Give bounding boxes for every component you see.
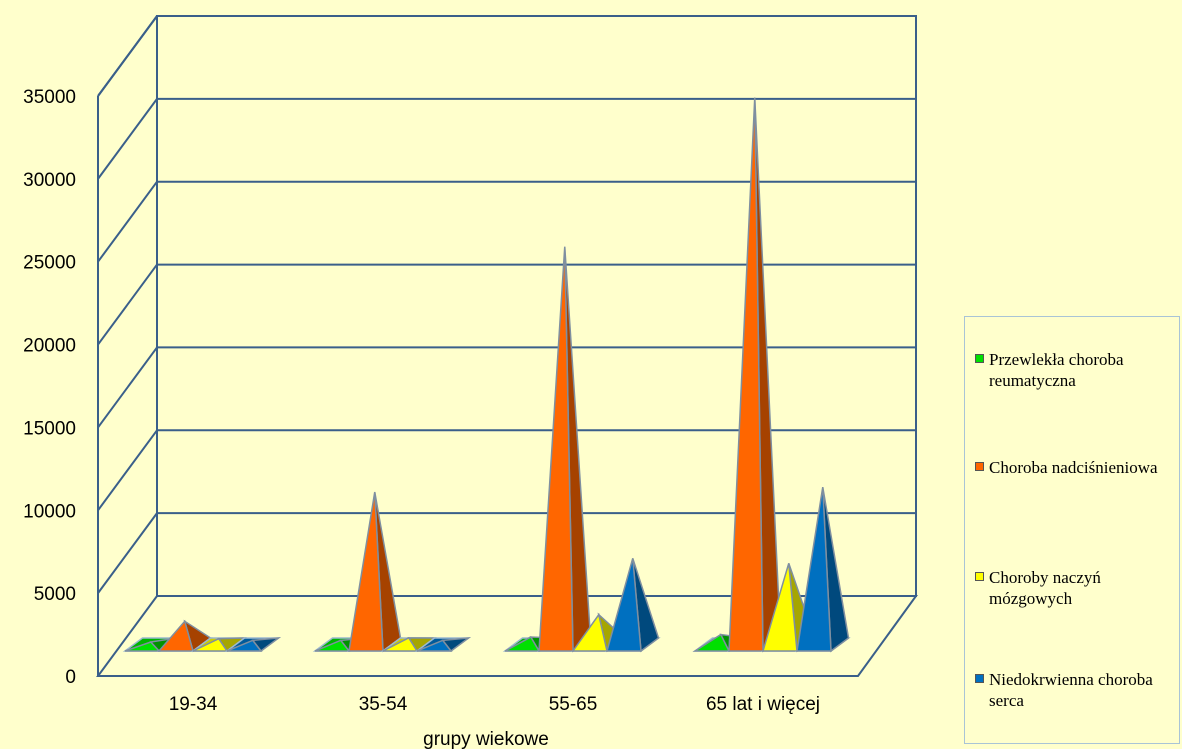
side-gridline: [97, 98, 158, 180]
pyramid-front-face: [692, 633, 731, 652]
y-tick-label: 5000: [34, 584, 76, 605]
chart-walls: [97, 15, 917, 676]
y-axis-ticks: 0 5000 10000 15000 20000 25000 30000 35000: [23, 87, 76, 688]
pyramid-front-face: [761, 563, 798, 652]
y-tick-label: 25000: [23, 253, 76, 274]
legend-item: Przewlekła choroba reumatyczna: [975, 349, 1180, 391]
side-gridline: [97, 15, 158, 97]
pyramid-front-face: [226, 639, 263, 652]
pyramid-front-face: [796, 486, 832, 652]
y-tick-label: 10000: [23, 501, 76, 522]
pyramid-bar: [346, 491, 403, 653]
pyramid-front-face: [382, 636, 419, 652]
y-tick-label: 20000: [23, 336, 76, 357]
pyramid-front-face: [606, 558, 642, 652]
legend-label: Choroba nadciśnieniowa: [989, 458, 1158, 477]
legend-item: Choroba nadciśnieniowa: [975, 457, 1180, 478]
legend: Przewlekła choroba reumatyczna Choroba na…: [964, 316, 1180, 744]
side-gridline: [97, 346, 158, 429]
pyramid-bar: [536, 246, 593, 653]
pyramid-bars: [122, 97, 851, 653]
y-tick-label: 30000: [23, 170, 76, 191]
pyramid-bar: [794, 486, 851, 653]
legend-item: Choroby naczyń mózgowych: [975, 567, 1180, 609]
chart-floor: [96, 595, 918, 677]
pyramid-front-face: [728, 97, 764, 652]
pyramid-front-face: [538, 246, 574, 652]
legend-swatch: [975, 354, 984, 363]
back-wall: [156, 15, 917, 597]
pyramid-bar: [414, 637, 472, 653]
x-tick-label: 35-54: [359, 694, 408, 715]
pyramid-bar: [224, 637, 282, 653]
pyramid-front-face: [348, 491, 384, 652]
pyramid-front-face: [416, 639, 453, 652]
legend-swatch: [975, 572, 984, 581]
y-tick-label: 15000: [23, 418, 76, 439]
floor-plane: [96, 595, 918, 677]
pyramid-front-face: [124, 641, 161, 652]
x-tick-label: 19-34: [169, 694, 218, 715]
side-gridline: [97, 181, 158, 263]
legend-swatch: [975, 674, 984, 683]
side-gridline: [97, 429, 158, 511]
pyramid-bar: [190, 637, 247, 653]
y-tick-label: 0: [65, 667, 76, 688]
x-axis-title: grupy wiekowe: [423, 729, 549, 749]
side-gridline: [97, 512, 158, 594]
pyramid-bar: [604, 558, 661, 653]
pyramid-bar: [156, 619, 213, 653]
legend-label: Choroby naczyń mózgowych: [989, 568, 1101, 608]
legend-item: Niedokrwienna choroba serca: [975, 669, 1180, 711]
x-axis-ticks: 19-34 35-54 55-65 65 lat i więcej: [169, 694, 820, 715]
side-gridline: [97, 263, 158, 346]
legend-label: Niedokrwienna choroba serca: [989, 670, 1153, 710]
legend-swatch: [975, 462, 984, 471]
gridlines: [97, 15, 916, 594]
pyramid-front-face: [571, 612, 608, 652]
pyramid-bar: [726, 97, 783, 653]
y-tick-label: 35000: [23, 87, 76, 108]
legend-label: Przewlekła choroba reumatyczna: [989, 350, 1124, 390]
pyramid-front-face: [504, 636, 541, 652]
pyramid-front-face: [157, 619, 194, 652]
x-tick-label: 55-65: [549, 694, 598, 715]
pyramid-front-face: [314, 639, 351, 652]
pyramid-front-face: [192, 637, 229, 652]
x-tick-label: 65 lat i więcej: [706, 694, 820, 715]
